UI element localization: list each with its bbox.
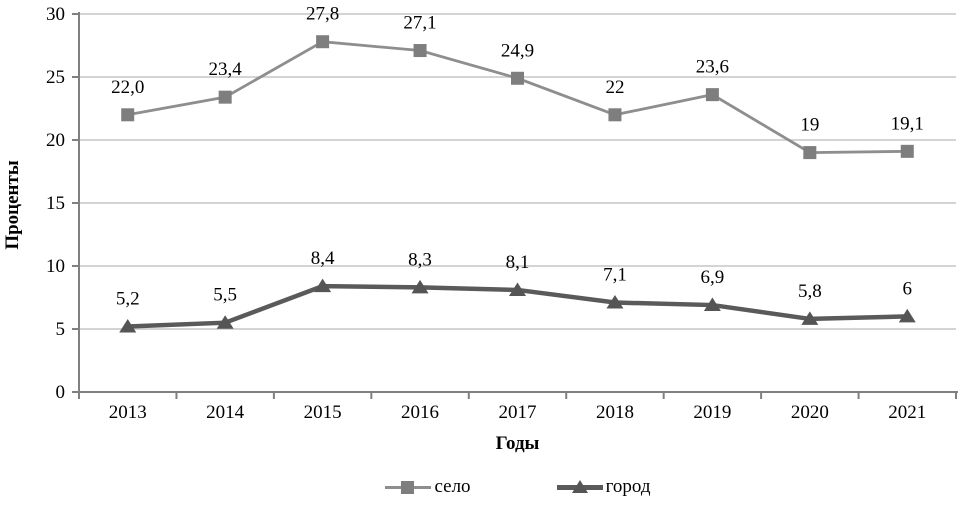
- data-point-label: 19,1: [891, 113, 924, 134]
- data-point-label: 23,4: [209, 59, 243, 80]
- data-point-label: 7,1: [603, 265, 627, 286]
- chart-plot-area: 0 5 10 15 20 25 30 2013 2014 2015 2016 2017 2018 2019…: [46, 4, 958, 423]
- data-point-label: 5,8: [798, 281, 822, 302]
- y-tick-label: 25: [46, 67, 65, 88]
- x-tick-label: 2018: [596, 402, 634, 423]
- data-point-marker-selo: [218, 90, 232, 104]
- data-point-label: 8,4: [311, 248, 335, 269]
- data-point-marker-gorod: [801, 311, 819, 325]
- data-point-marker-selo: [705, 88, 719, 102]
- x-tick-label: 2021: [888, 402, 926, 423]
- data-point-label: 8,3: [408, 249, 432, 270]
- data-point-marker-selo: [511, 71, 524, 85]
- data-point-marker-gorod: [703, 297, 721, 312]
- data-point-marker-gorod: [314, 278, 332, 293]
- data-point-label: 23,6: [696, 57, 729, 78]
- data-point-label: 8,1: [506, 252, 530, 273]
- data-point-marker-gorod: [898, 308, 916, 323]
- y-tick-label: 20: [46, 130, 65, 151]
- data-point-label: 5,5: [213, 285, 237, 306]
- data-point-marker-selo: [316, 35, 330, 49]
- x-tick-label: 2014: [206, 402, 245, 423]
- data-point-label: 19: [800, 115, 819, 136]
- data-point-marker-selo: [608, 108, 622, 122]
- data-point-label: 6,9: [701, 267, 725, 288]
- chart-legend: село город: [0, 476, 974, 498]
- data-point-marker-gorod: [119, 318, 137, 333]
- y-tick-label: 10: [46, 256, 65, 277]
- x-axis-title: Годы: [495, 433, 540, 454]
- data-point-marker-selo: [900, 144, 914, 158]
- data-point-marker-gorod: [509, 282, 526, 296]
- legend-label-gorod: город: [605, 476, 651, 497]
- data-point-marker-gorod: [216, 315, 234, 329]
- data-point-marker-selo: [413, 44, 427, 58]
- y-tick-label: 15: [46, 193, 65, 214]
- data-point-marker-selo: [803, 146, 817, 160]
- legend-item-gorod: город: [556, 476, 651, 498]
- legend-label-selo: село: [434, 476, 471, 497]
- data-point-label: 27,8: [306, 4, 339, 25]
- legend-square-marker-icon: [385, 480, 432, 494]
- data-point-label: 5,2: [116, 288, 140, 309]
- data-point-label: 22,0: [111, 77, 144, 98]
- data-point-marker-selo: [121, 108, 135, 122]
- data-point-marker-gorod: [411, 279, 429, 294]
- data-point-label: 24,9: [501, 40, 534, 61]
- x-tick-label: 2019: [693, 402, 731, 423]
- x-tick-label: 2013: [109, 402, 147, 423]
- x-tick-label: 2020: [791, 402, 829, 423]
- x-tick-label: 2017: [499, 402, 537, 423]
- x-tick-label: 2015: [304, 402, 342, 423]
- data-point-label: 27,1: [403, 13, 436, 34]
- legend-item-selo: село: [385, 476, 471, 498]
- data-point-marker-gorod: [606, 295, 624, 309]
- y-tick-label: 30: [46, 4, 65, 25]
- data-point-label: 6: [903, 278, 913, 299]
- legend-triangle-marker-icon: [556, 480, 603, 494]
- x-tick-label: 2016: [401, 402, 439, 423]
- data-point-label: 22: [605, 77, 624, 98]
- y-tick-label: 0: [56, 382, 66, 403]
- y-tick-label: 5: [56, 319, 66, 340]
